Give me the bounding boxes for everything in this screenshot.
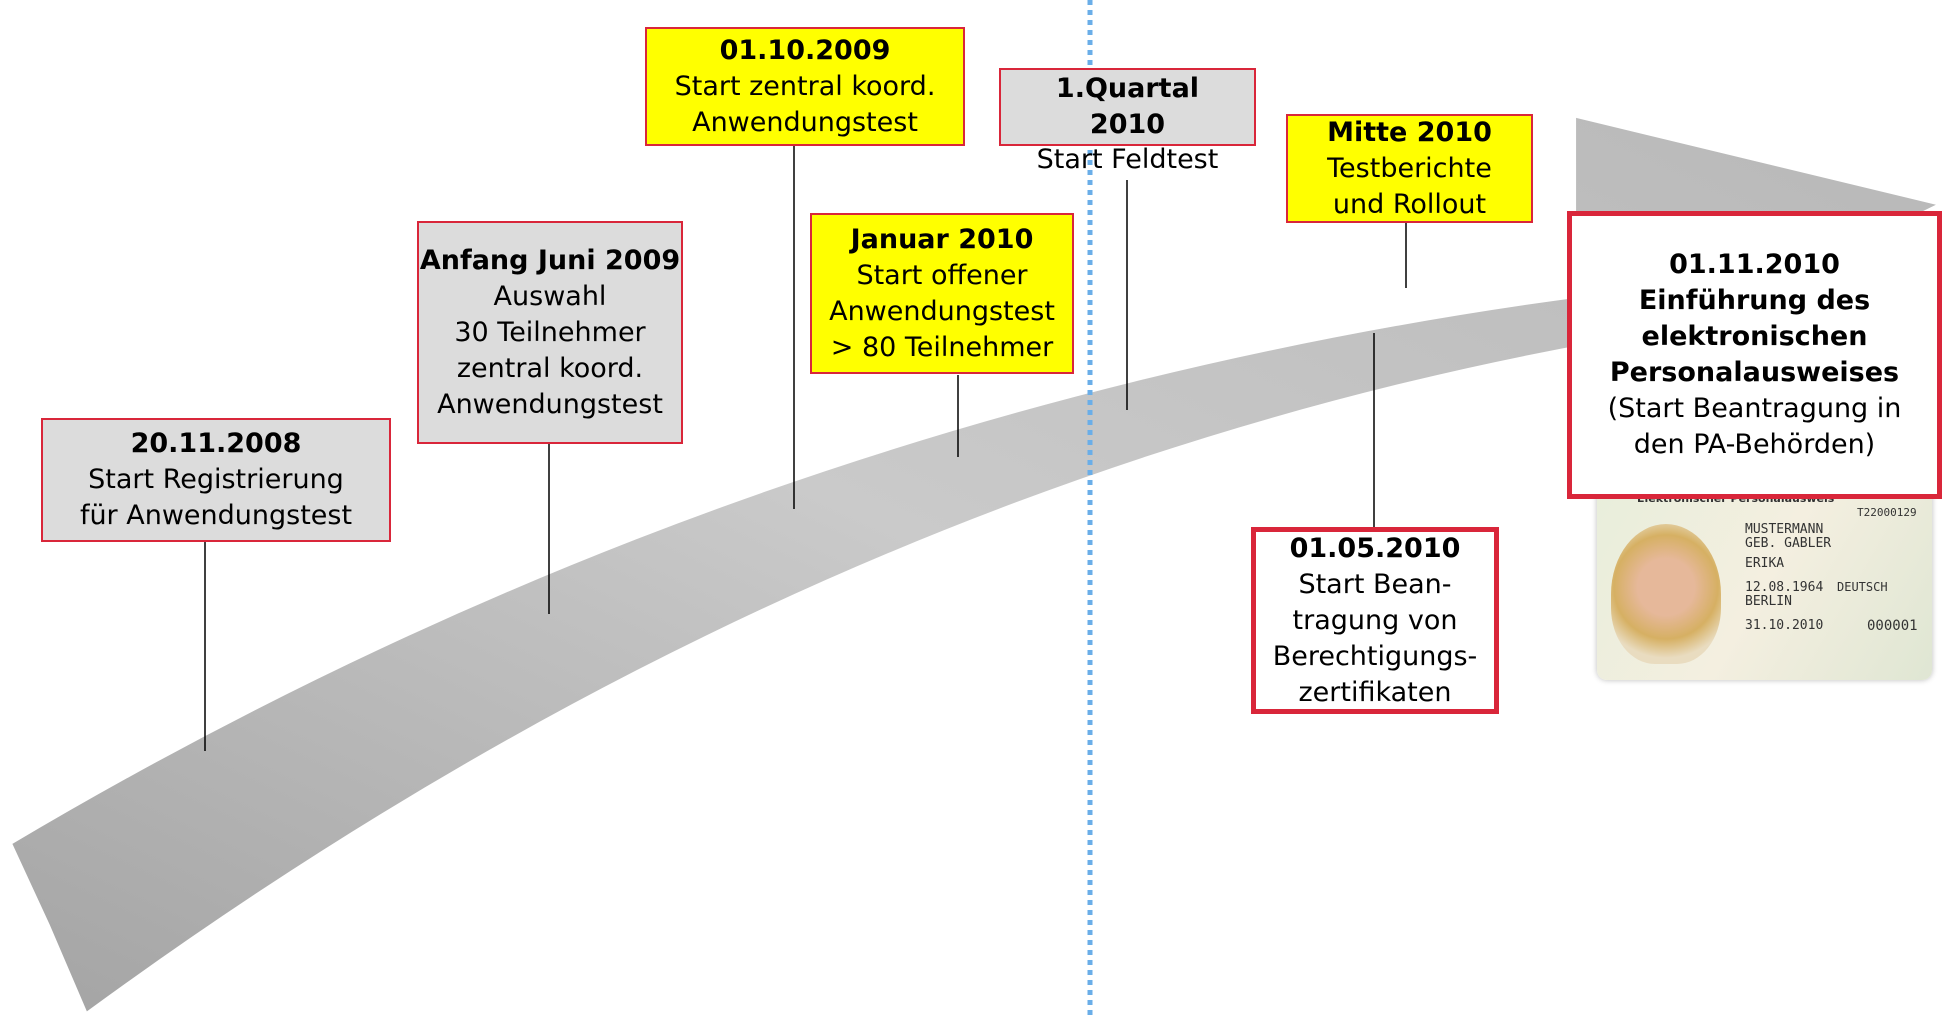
milestone-text: Start offener	[856, 258, 1027, 294]
milestone-date: Mitte 2010	[1327, 115, 1492, 151]
milestone-date: Personalausweises	[1610, 355, 1899, 391]
card-field: ERIKA	[1745, 556, 1784, 571]
milestone-text: zentral koord.	[457, 351, 643, 387]
milestone-text: Anwendungstest	[692, 105, 918, 141]
milestone-text: Start Feldtest	[1037, 144, 1219, 175]
card-field: DEUTSCH	[1837, 580, 1888, 594]
milestone-text: > 80 Teilnehmer	[831, 330, 1054, 366]
card-field: 12.08.1964	[1745, 580, 1823, 595]
milestone-date: 20.11.2008	[131, 426, 302, 462]
milestone-text: tragung von	[1293, 603, 1458, 639]
milestone-caption: Start Feldtest	[999, 144, 1256, 175]
milestone-date: Anfang Juni 2009	[420, 243, 680, 279]
card-field: 000001	[1867, 618, 1918, 634]
milestone-text: und Rollout	[1333, 187, 1486, 223]
photo	[1611, 524, 1721, 664]
milestone-text: 30 Teilnehmer	[454, 315, 645, 351]
page: {"milestones": [ {"heading": ["20.11.200…	[0, 0, 1946, 1017]
milestone-text: Start Registrierung	[88, 462, 344, 498]
milestone-text: Anwendungstest	[437, 387, 663, 423]
card-number: T22000129	[1857, 506, 1917, 519]
milestone-text: zertifikaten	[1299, 675, 1452, 711]
milestone-text: (Start Beantragung in	[1608, 391, 1902, 427]
id-card: Elektronischer Personalausweis T22000129…	[1597, 484, 1932, 680]
milestone-text: Start Bean-	[1298, 567, 1451, 603]
milestone-text: für Anwendungstest	[80, 498, 352, 534]
milestone-date: elektronischen	[1642, 319, 1868, 355]
milestone-date: Einführung des	[1639, 283, 1870, 319]
card-field: GEB. GABLER	[1745, 536, 1831, 551]
milestone-date: 01.11.2010	[1669, 247, 1840, 283]
card-field: BERLIN	[1745, 594, 1792, 609]
milestone-text: Anwendungstest	[829, 294, 1055, 330]
milestone-text: Start zentral koord.	[675, 69, 936, 105]
milestone-date: 1.Quartal	[1056, 71, 1199, 107]
milestone-date: Januar 2010	[851, 222, 1034, 258]
milestone-date: 01.05.2010	[1290, 531, 1461, 567]
milestone-text: den PA-Behörden)	[1634, 427, 1875, 463]
milestone-date: 2010	[1090, 107, 1165, 143]
milestone-text: Auswahl	[494, 279, 607, 315]
milestone-text: Berechtigungs-	[1273, 639, 1478, 675]
milestone-text: Testberichte	[1327, 151, 1492, 187]
milestone-date: 01.10.2009	[720, 33, 891, 69]
card-field: MUSTERMANN	[1745, 522, 1823, 537]
card-field: 31.10.2010	[1745, 618, 1823, 633]
